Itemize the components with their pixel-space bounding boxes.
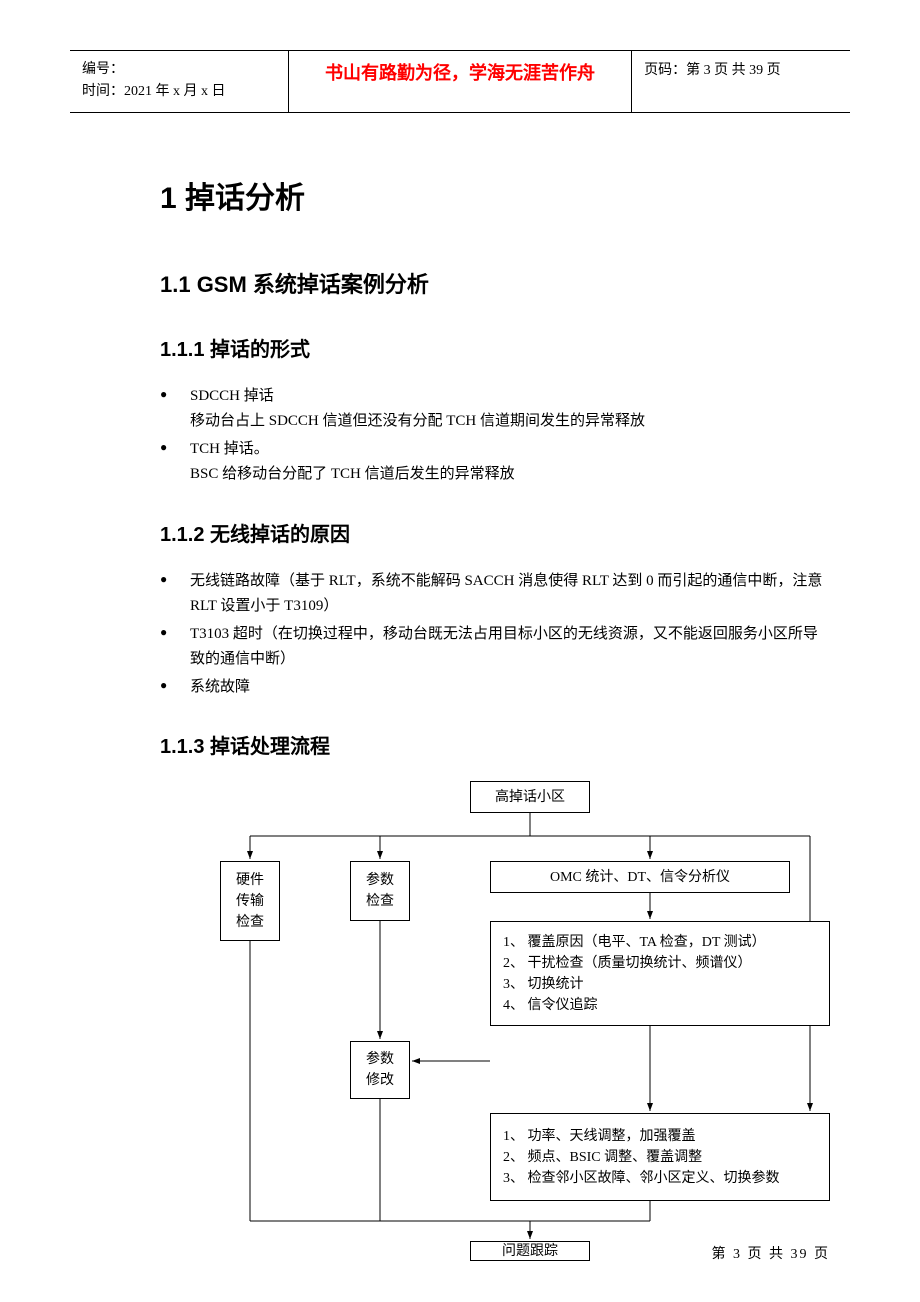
- header-page-code: 页码：第 3 页 共 39 页: [644, 63, 781, 78]
- header-mid: 书山有路勤为径，学海无涯苦作舟: [288, 51, 631, 113]
- page-footer: 第 3 页 共 39 页: [712, 1243, 831, 1263]
- doc-id-label: 编号：: [82, 62, 124, 77]
- list-111: SDCCH 掉话 移动台占上 SDCCH 信道但还没有分配 TCH 信道期间发生…: [160, 384, 830, 488]
- list-item: T3103 超时（在切换过程中，移动台既无法占用目标小区的无线资源，又不能返回服…: [160, 622, 830, 673]
- h3-112: 1.1.2 无线掉话的原因: [160, 518, 830, 547]
- h3-111: 1.1.1 掉话的形式: [160, 333, 830, 362]
- flow-node-omc: OMC 统计、DT、信令分析仪: [490, 861, 790, 893]
- list-112: 无线链路故障（基于 RLT，系统不能解码 SACCH 消息使得 RLT 达到 0…: [160, 569, 830, 701]
- list-item: TCH 掉话。 BSC 给移动台分配了 TCH 信道后发生的异常释放: [160, 437, 830, 488]
- item-head: SDCCH 掉话: [190, 388, 274, 404]
- item-body: BSC 给移动台分配了 TCH 信道后发生的异常释放: [190, 462, 830, 488]
- list-item: 系统故障: [160, 675, 830, 701]
- h2-section: 1.1 GSM 系统掉话案例分析: [160, 267, 830, 299]
- list-item: 无线链路故障（基于 RLT，系统不能解码 SACCH 消息使得 RLT 达到 0…: [160, 569, 830, 620]
- list-item: SDCCH 掉话 移动台占上 SDCCH 信道但还没有分配 TCH 信道期间发生…: [160, 384, 830, 435]
- item-body: 移动台占上 SDCCH 信道但还没有分配 TCH 信道期间发生的异常释放: [190, 409, 830, 435]
- doc-time-label: 时间：2021 年 x 月 x 日: [82, 84, 226, 99]
- item-head: TCH 掉话。: [190, 441, 269, 457]
- h3-113: 1.1.3 掉话处理流程: [160, 730, 830, 759]
- flow-node-top: 高掉话小区: [470, 781, 590, 813]
- flow-node-param-check: 参数 检查: [350, 861, 410, 921]
- header-right: 页码：第 3 页 共 39 页: [632, 51, 850, 113]
- flow-node-param-mod: 参数 修改: [350, 1041, 410, 1099]
- flowchart: 高掉话小区 硬件 传输 检查 参数 检查 OMC 统计、DT、信令分析仪 1、 …: [190, 781, 850, 1261]
- header-left: 编号： 时间：2021 年 x 月 x 日: [70, 51, 288, 113]
- flow-node-track: 问题跟踪: [470, 1241, 590, 1261]
- flow-node-actions: 1、 功率、天线调整，加强覆盖 2、 频点、BSIC 调整、覆盖调整 3、 检查…: [490, 1113, 830, 1201]
- header-motto: 书山有路勤为径，学海无涯苦作舟: [325, 63, 595, 83]
- flow-node-analysis: 1、 覆盖原因（电平、TA 检查，DT 测试） 2、 干扰检查（质量切换统计、频…: [490, 921, 830, 1026]
- page-header: 编号： 时间：2021 年 x 月 x 日 书山有路勤为径，学海无涯苦作舟 页码…: [70, 50, 850, 113]
- flow-node-hw: 硬件 传输 检查: [220, 861, 280, 941]
- h1-title: 1 掉话分析: [160, 173, 830, 217]
